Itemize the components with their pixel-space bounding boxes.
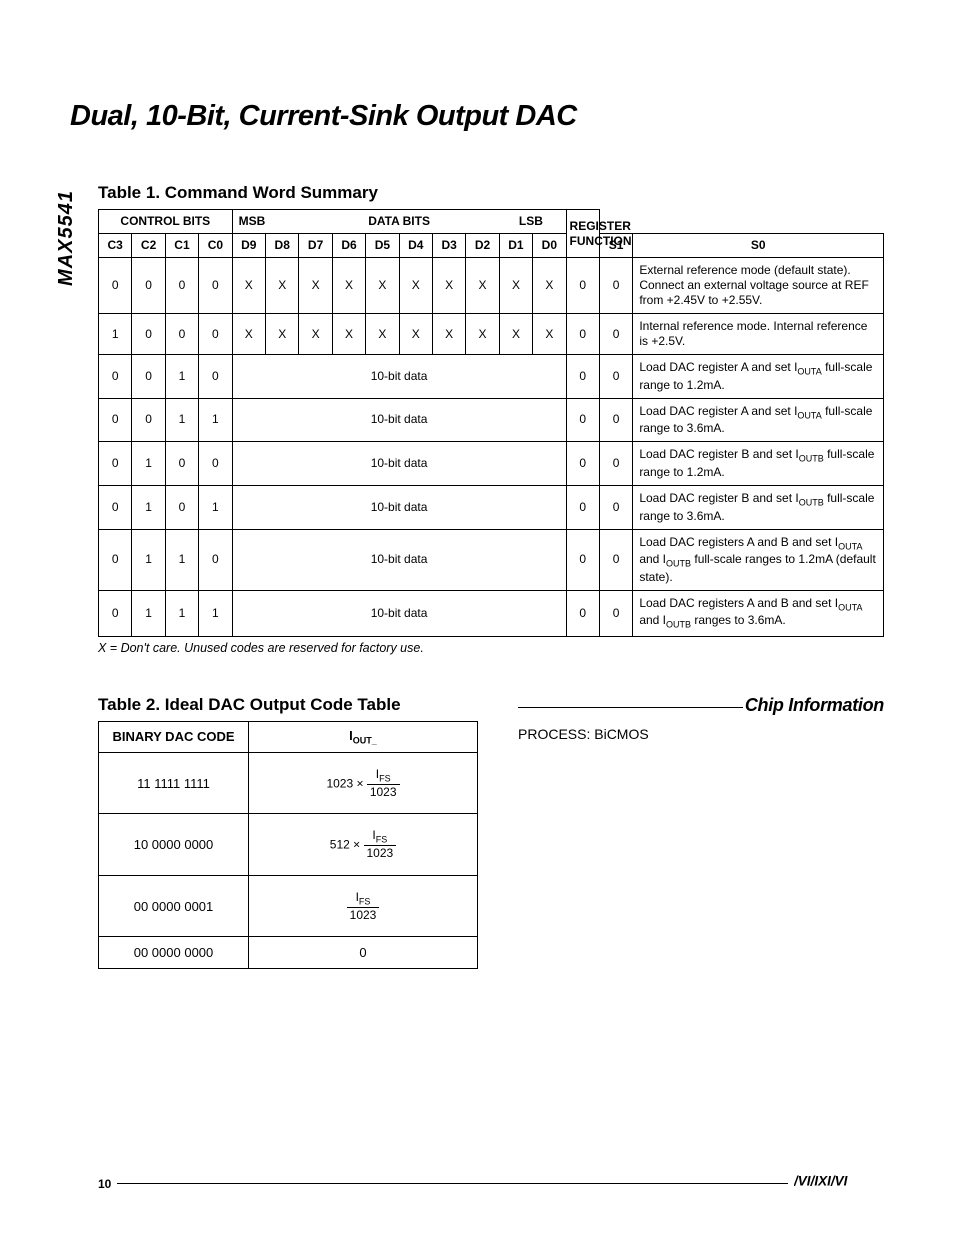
register-function-cell: Load DAC register B and set IOUTB full-s… — [633, 485, 884, 529]
page-number: 10 — [98, 1177, 111, 1191]
page-title: Dual, 10-Bit, Current-Sink Output DAC — [70, 100, 884, 133]
chip-info-header: Chip Information — [518, 695, 884, 716]
register-function-cell: Load DAC register B and set IOUTB full-s… — [633, 442, 884, 486]
table1-note: X = Don't care. Unused codes are reserve… — [98, 641, 884, 655]
chip-info-body: PROCESS: BiCMOS — [518, 726, 884, 742]
register-function-cell: Internal reference mode. Internal refere… — [633, 314, 884, 355]
register-function-cell: Load DAC register A and set IOUTA full-s… — [633, 398, 884, 442]
table1-body: 0000XXXXXXXXXX00External reference mode … — [99, 258, 884, 637]
part-number-sidelabel: MAX5541 — [55, 190, 78, 286]
svg-text:/VI/IXI/VI: /VI/IXI/VI — [794, 1174, 848, 1189]
maxim-logo: /VI/IXI/VI — [794, 1172, 884, 1195]
table2-body: 11 1111 11111023 × IFS102310 0000 000051… — [99, 752, 478, 969]
table1-title: Table 1. Command Word Summary — [98, 183, 884, 203]
table2-head: BINARY DAC CODEIOUT_ — [99, 722, 478, 753]
table1-head: CONTROL BITSMSBDATA BITSLSBREGISTER FUNC… — [99, 210, 884, 258]
register-function-cell: External reference mode (default state).… — [633, 258, 884, 314]
footer-rule — [117, 1183, 788, 1184]
register-function-cell: Load DAC registers A and B and set IOUTA… — [633, 529, 884, 590]
register-function-cell: Load DAC register A and set IOUTA full-s… — [633, 355, 884, 399]
table2-title: Table 2. Ideal DAC Output Code Table — [98, 695, 478, 715]
page-footer: 10 /VI/IXI/VI — [98, 1172, 884, 1195]
register-function-cell: Load DAC registers A and B and set IOUTA… — [633, 590, 884, 636]
dac-output-table: BINARY DAC CODEIOUT_ 11 1111 11111023 × … — [98, 721, 478, 969]
chip-header-rule — [518, 707, 743, 708]
command-word-table: CONTROL BITSMSBDATA BITSLSBREGISTER FUNC… — [98, 209, 884, 637]
chip-info-title: Chip Information — [745, 695, 884, 716]
